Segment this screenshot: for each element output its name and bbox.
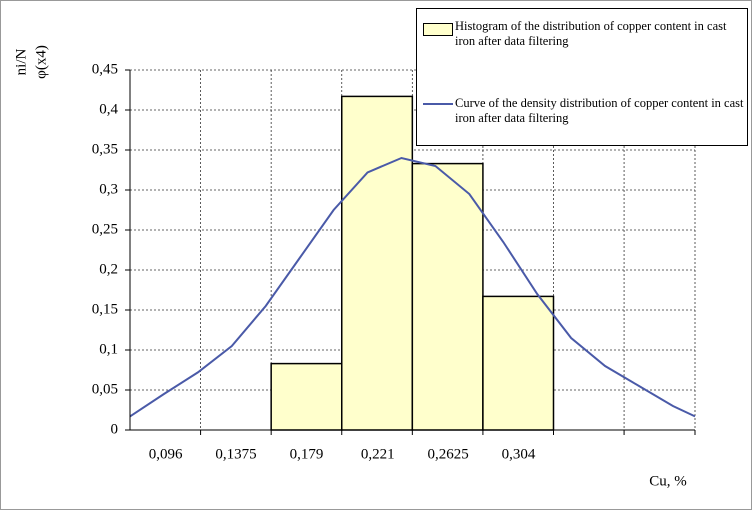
- x-tick-label: 0,1375: [215, 446, 256, 462]
- bar: [482, 295, 555, 431]
- x-tick-label: 0,304: [502, 446, 536, 462]
- y-tick-label: 0,35: [92, 141, 118, 157]
- y-axis-label: φ(x4): [33, 45, 49, 79]
- bar: [411, 162, 484, 431]
- bar: [340, 95, 414, 431]
- y-tick-label: 0,4: [99, 101, 118, 117]
- y-tick-label: 0,1: [99, 341, 118, 357]
- y-tick-label: 0,25: [92, 221, 118, 237]
- y-tick-label: 0,45: [92, 61, 118, 77]
- y-tick-label: 0,15: [92, 301, 118, 317]
- y-axis-label: ni/N: [13, 49, 29, 76]
- y-tick-label: 0: [111, 421, 119, 437]
- legend-label: Histogram of the distribution of copper …: [455, 19, 727, 48]
- x-tick-label: 0,221: [361, 446, 395, 462]
- legend-swatch: [423, 23, 453, 36]
- legend-label: Curve of the density distribution of cop…: [455, 96, 744, 125]
- y-tick-label: 0,2: [99, 261, 118, 277]
- x-tick-label: 0,179: [290, 446, 324, 462]
- x-tick-label: 0,096: [149, 446, 183, 462]
- bar: [270, 362, 343, 431]
- y-tick-label: 0,05: [92, 381, 118, 397]
- legend-swatch: [423, 103, 453, 105]
- x-axis-label: Cu, %: [649, 473, 687, 489]
- y-tick-label: 0,3: [99, 181, 118, 197]
- density-curve: [129, 156, 696, 418]
- x-tick-label: 0,2625: [428, 446, 469, 462]
- legend: Histogram of the distribution of copper …: [416, 8, 748, 146]
